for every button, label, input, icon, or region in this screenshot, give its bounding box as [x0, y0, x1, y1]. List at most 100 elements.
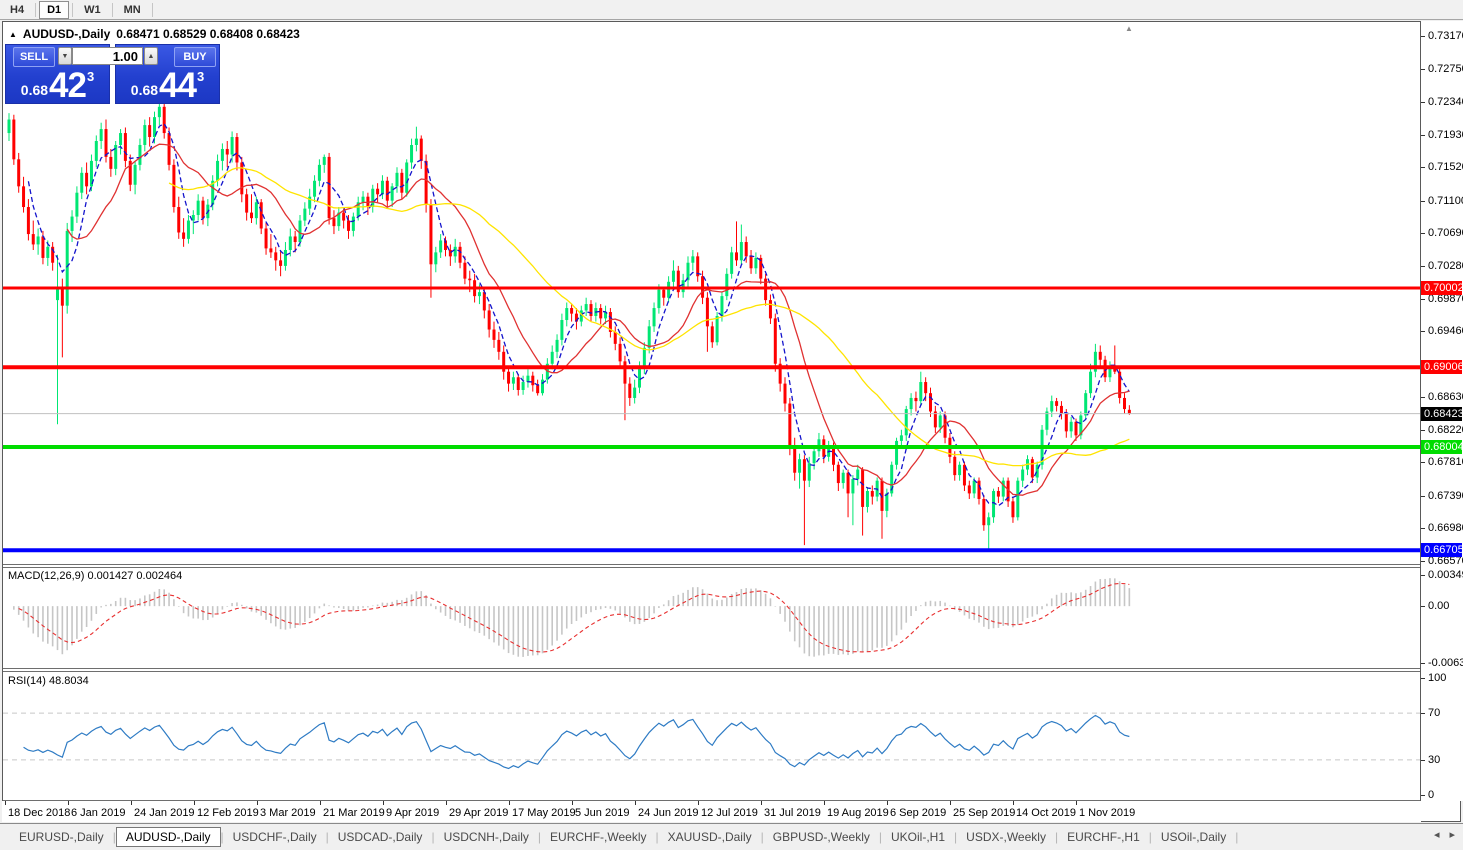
pane-separator[interactable]	[3, 564, 1460, 565]
axis-tick	[1421, 200, 1425, 202]
sell-quote-pips: 42	[49, 66, 87, 106]
chart-shift-marker[interactable]: ▲	[1125, 24, 1133, 33]
symbol-tab-bar: EURUSD-,Daily | AUDUSD-,Daily | USDCHF-,Dail…	[0, 823, 1463, 850]
tab-eurchf-weekly[interactable]: EURCHF-,Weekly	[550, 830, 647, 844]
tab-xauusd-daily[interactable]: XAUUSD-,Daily	[667, 830, 752, 844]
axis-tick	[1421, 167, 1425, 169]
rsi-scale-label: 0	[1428, 789, 1435, 801]
toolbar-separator	[151, 2, 153, 17]
tab-eurchf-h1[interactable]: EURCHF-,H1	[1067, 830, 1140, 844]
axis-separator	[3, 800, 1460, 801]
date-axis[interactable]: 18 Dec 2018 6 Jan 2019 24 Jan 2019 12 Feb 2…	[2, 801, 1421, 822]
date-axis-label: 3 Mar 2019	[260, 807, 316, 819]
date-tick	[698, 801, 699, 805]
sell-quote-point: 3	[86, 69, 95, 84]
tab-separator: |	[325, 830, 329, 844]
sell-quote[interactable]: 0.68 42 3	[5, 64, 110, 106]
tab-separator: |	[1148, 830, 1152, 844]
date-axis-label: 21 Mar 2019	[323, 807, 385, 819]
date-axis-label: 24 Jun 2019	[638, 807, 699, 819]
tab-eurusd-daily[interactable]: EURUSD-,Daily	[19, 830, 104, 844]
sell-quote-prefix: 0.68	[20, 82, 49, 98]
rsi-pane-canvas[interactable]	[3, 672, 1420, 800]
axis-tick	[1421, 233, 1425, 235]
date-tick	[383, 801, 384, 805]
axis-tick	[1421, 575, 1425, 576]
chart-window	[2, 21, 1461, 822]
timeframe-button-mn[interactable]: MN	[123, 3, 141, 16]
collapse-triangle-icon[interactable]: ▲	[9, 29, 17, 39]
tab-gbpusd-weekly[interactable]: GBPUSD-,Weekly	[772, 830, 870, 844]
tab-separator: |	[760, 830, 764, 844]
symbol-period-label: AUDUSD-,Daily	[22, 27, 111, 41]
date-tick	[1013, 801, 1014, 805]
macd-pane-canvas[interactable]	[3, 567, 1420, 670]
tab-scroll-right-icon[interactable]: ▸	[1449, 829, 1455, 841]
buy-button[interactable]: BUY	[174, 47, 216, 67]
volume-input[interactable]	[72, 47, 143, 65]
tab-separator: |	[1235, 830, 1239, 844]
axis-tick	[1421, 134, 1425, 136]
tab-separator: |	[431, 830, 435, 844]
tab-separator: |	[1054, 830, 1059, 844]
price-chart-canvas[interactable]	[3, 23, 1420, 566]
pane-separator	[3, 671, 1460, 672]
timeframe-button-d1[interactable]: D1	[39, 0, 70, 19]
date-axis-label: 12 Jul 2019	[701, 807, 758, 819]
date-axis-label: 24 Jan 2019	[134, 807, 195, 819]
price-line-tag: 0.69006	[1421, 360, 1463, 375]
rsi-scale-label: 100	[1428, 672, 1447, 684]
toolbar-separator	[111, 2, 113, 17]
timeframe-button-w1[interactable]: W1	[84, 3, 101, 16]
axis-tick	[1421, 265, 1425, 267]
tab-usoil-daily[interactable]: USOil-,Daily	[1160, 830, 1227, 844]
tab-audusd-daily[interactable]: AUDUSD-,Daily	[115, 827, 221, 847]
date-axis-label: 14 Oct 2019	[1016, 807, 1076, 819]
tab-usdcnh-daily[interactable]: USDCNH-,Daily	[443, 830, 529, 844]
axis-tick	[1421, 713, 1425, 715]
date-axis-label: 1 Nov 2019	[1079, 807, 1136, 819]
buy-quote[interactable]: 0.68 44 3	[115, 64, 220, 103]
axis-tick	[1421, 298, 1425, 300]
timeframe-button-h4[interactable]: H4	[10, 3, 25, 16]
axis-tick	[1421, 429, 1425, 431]
axis-tick	[1421, 102, 1425, 104]
volume-increase-icon[interactable]: ▲	[144, 47, 158, 65]
date-axis-label: 31 Jul 2019	[764, 807, 821, 819]
axis-tick	[1421, 495, 1425, 497]
sell-button[interactable]: SELL	[13, 47, 55, 67]
macd-scale-label: 0.00349	[1428, 569, 1463, 581]
pane-separator[interactable]	[3, 668, 1460, 669]
rsi-label: RSI(14) 48.8034	[8, 675, 89, 687]
date-tick	[572, 801, 573, 805]
date-tick	[446, 801, 447, 805]
date-axis-label: 25 Sep 2019	[953, 807, 1016, 819]
tab-usdchf-daily[interactable]: USDCHF-,Daily	[232, 830, 317, 844]
volume-decrease-icon[interactable]: ▼	[58, 47, 72, 65]
macd-label: MACD(12,26,9) 0.001427 0.002464	[8, 570, 183, 582]
tab-usdcad-daily[interactable]: USDCAD-,Daily	[337, 830, 423, 844]
buy-quote-point: 3	[196, 69, 205, 84]
date-axis-label: 5 Jun 2019	[575, 807, 630, 819]
date-tick	[194, 801, 195, 805]
price-line-tag: 0.66705	[1421, 543, 1463, 558]
macd-scale-label: 0.00	[1428, 600, 1450, 613]
tab-ukoil-h1[interactable]: UKOil-,H1	[891, 830, 946, 844]
tab-separator: |	[220, 830, 224, 844]
date-axis-label: 18 Dec 2018	[8, 807, 71, 819]
macd-scale-label: -0.00637	[1428, 657, 1463, 669]
tab-usdx-weekly[interactable]: USDX-,Weekly	[966, 830, 1046, 844]
date-axis-label: 29 Apr 2019	[449, 807, 509, 819]
date-tick	[509, 801, 510, 805]
tab-scroll-left-icon[interactable]: ◂	[1433, 829, 1440, 841]
toolbar-separator	[72, 2, 74, 17]
date-tick	[1076, 801, 1077, 805]
